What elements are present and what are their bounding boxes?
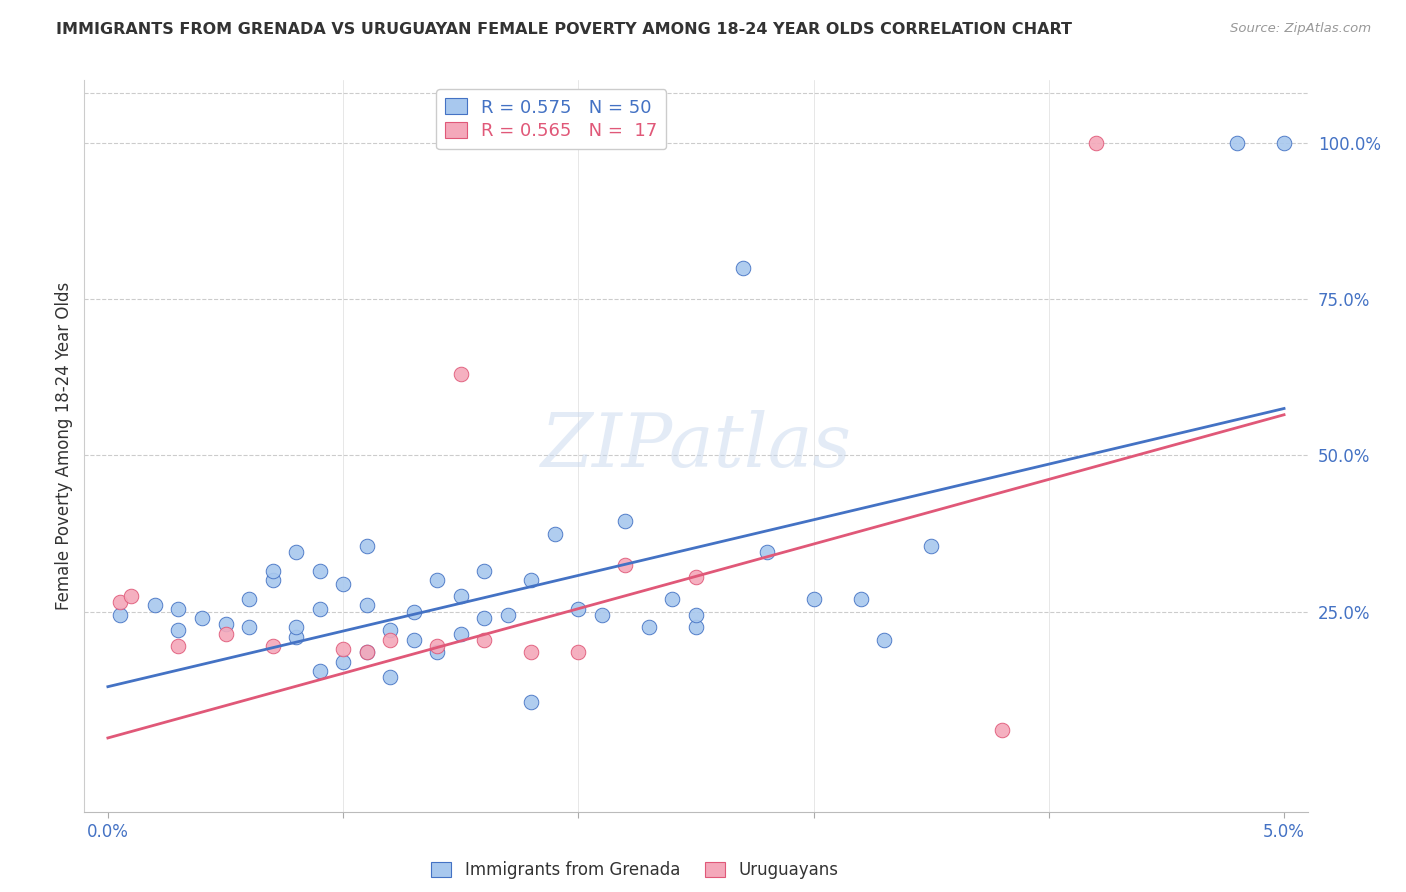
- Point: [143, 599, 166, 613]
- Point: [472, 611, 495, 625]
- Point: [285, 545, 308, 559]
- Point: [214, 626, 236, 640]
- Point: [1226, 136, 1249, 150]
- Text: Source: ZipAtlas.com: Source: ZipAtlas.com: [1230, 22, 1371, 36]
- Point: [685, 570, 707, 584]
- Point: [873, 632, 896, 647]
- Point: [426, 639, 449, 653]
- Point: [544, 526, 567, 541]
- Point: [849, 592, 872, 607]
- Point: [731, 260, 754, 275]
- Point: [685, 620, 707, 634]
- Point: [685, 607, 707, 622]
- Point: [450, 367, 472, 381]
- Point: [450, 626, 472, 640]
- Point: [380, 632, 402, 647]
- Point: [520, 695, 543, 709]
- Point: [614, 514, 637, 528]
- Text: ZIPatlas: ZIPatlas: [540, 409, 852, 483]
- Point: [380, 670, 402, 684]
- Point: [356, 539, 378, 553]
- Point: [238, 620, 260, 634]
- Point: [1272, 136, 1295, 150]
- Point: [591, 607, 613, 622]
- Point: [308, 664, 330, 678]
- Point: [991, 723, 1014, 738]
- Text: IMMIGRANTS FROM GRENADA VS URUGUAYAN FEMALE POVERTY AMONG 18-24 YEAR OLDS CORREL: IMMIGRANTS FROM GRENADA VS URUGUAYAN FEM…: [56, 22, 1073, 37]
- Point: [661, 592, 683, 607]
- Point: [332, 576, 354, 591]
- Point: [356, 599, 378, 613]
- Point: [1084, 136, 1107, 150]
- Point: [285, 620, 308, 634]
- Point: [238, 592, 260, 607]
- Point: [426, 574, 449, 588]
- Point: [402, 605, 425, 619]
- Point: [920, 539, 942, 553]
- Point: [450, 589, 472, 603]
- Point: [167, 639, 190, 653]
- Point: [356, 645, 378, 659]
- Point: [332, 642, 354, 657]
- Y-axis label: Female Poverty Among 18-24 Year Olds: Female Poverty Among 18-24 Year Olds: [55, 282, 73, 610]
- Point: [496, 607, 519, 622]
- Point: [520, 645, 543, 659]
- Point: [803, 592, 825, 607]
- Legend: Immigrants from Grenada, Uruguayans: Immigrants from Grenada, Uruguayans: [423, 853, 846, 888]
- Point: [614, 558, 637, 572]
- Point: [108, 607, 131, 622]
- Point: [380, 624, 402, 638]
- Point: [308, 601, 330, 615]
- Point: [262, 564, 284, 578]
- Point: [567, 601, 589, 615]
- Point: [191, 611, 214, 625]
- Point: [356, 645, 378, 659]
- Point: [638, 620, 661, 634]
- Point: [520, 574, 543, 588]
- Point: [167, 601, 190, 615]
- Point: [262, 639, 284, 653]
- Point: [214, 617, 236, 632]
- Point: [167, 624, 190, 638]
- Point: [120, 589, 142, 603]
- Point: [332, 655, 354, 669]
- Point: [308, 564, 330, 578]
- Point: [472, 632, 495, 647]
- Point: [108, 595, 131, 609]
- Point: [402, 632, 425, 647]
- Point: [285, 630, 308, 644]
- Point: [755, 545, 778, 559]
- Point: [426, 645, 449, 659]
- Point: [262, 574, 284, 588]
- Point: [472, 564, 495, 578]
- Point: [567, 645, 589, 659]
